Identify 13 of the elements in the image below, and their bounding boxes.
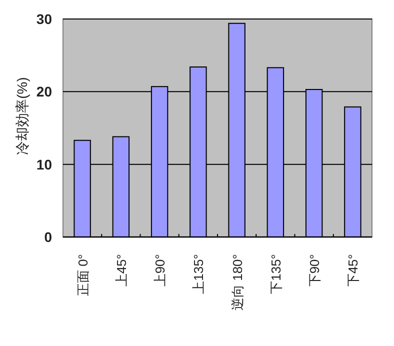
x-tick-label: 上90° — [152, 254, 168, 287]
x-tick-label: 下135° — [268, 254, 284, 294]
x-tick-label: 正面 0° — [75, 254, 90, 296]
y-tick-label: 30 — [36, 11, 52, 27]
x-tick-label: 下90° — [307, 254, 322, 287]
y-tick-label: 0 — [44, 229, 52, 245]
y-axis-title: 冷却効率(%) — [14, 77, 30, 155]
x-tick-label: 逆向 180° — [230, 254, 245, 311]
y-tick-label: 10 — [36, 156, 52, 172]
x-tick-label: 下45° — [346, 254, 361, 287]
x-tick-label: 上135° — [191, 254, 206, 294]
x-tick-label: 上45° — [114, 254, 129, 287]
y-tick-label: 20 — [36, 84, 52, 100]
